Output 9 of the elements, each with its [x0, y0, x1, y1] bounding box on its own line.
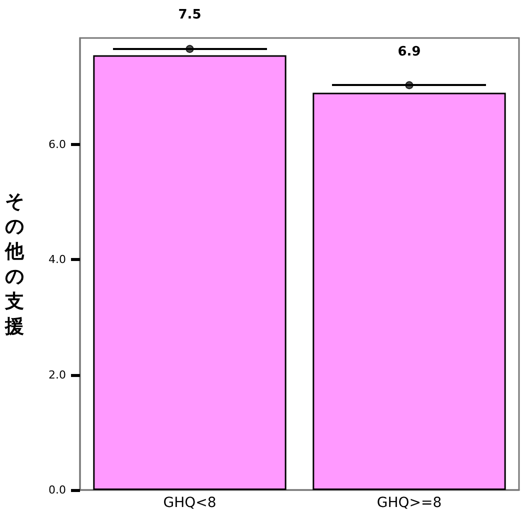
- x-tick-label: GHQ>=8: [376, 495, 442, 511]
- x-tick-label: GHQ<8: [163, 495, 216, 511]
- y-tick-label: 0.0: [48, 484, 66, 496]
- y-axis-title: その他の支援: [4, 190, 25, 338]
- data-label: 7.5: [178, 7, 202, 22]
- y-tick-label: 2.0: [48, 368, 66, 382]
- y-tick-label: 4.0: [48, 253, 66, 266]
- y-tick-label: 6.0: [48, 138, 66, 152]
- data-label: 6.9: [398, 44, 421, 60]
